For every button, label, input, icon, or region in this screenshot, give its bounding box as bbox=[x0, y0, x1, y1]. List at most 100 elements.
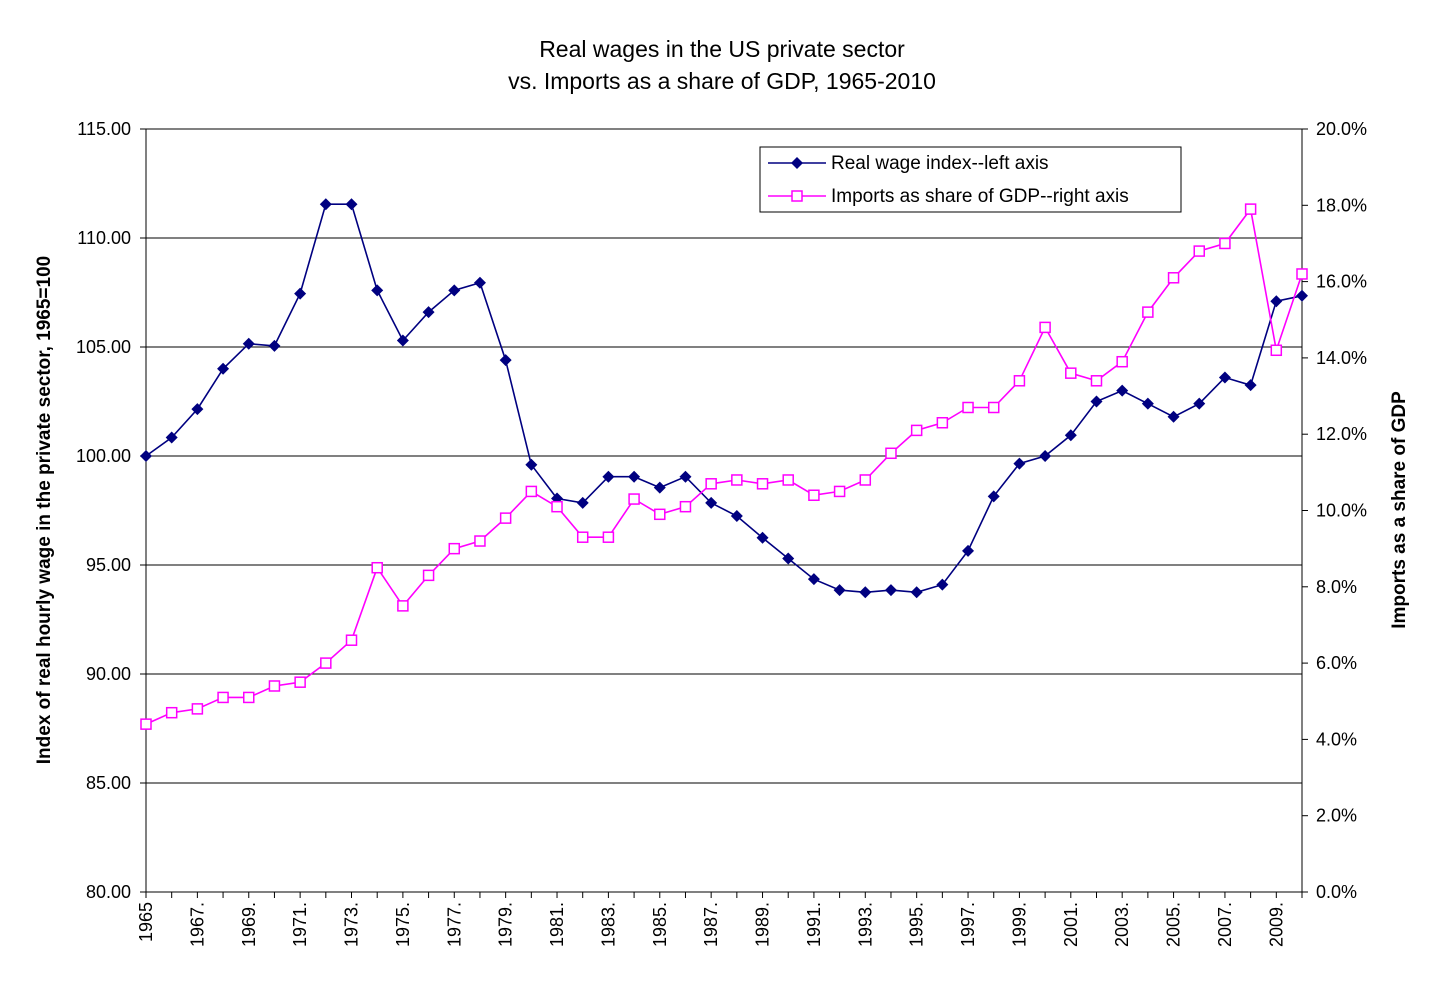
data-point bbox=[243, 691, 255, 704]
data-point bbox=[1039, 321, 1051, 334]
data-point bbox=[679, 470, 692, 483]
data-point bbox=[833, 485, 846, 498]
left-tick-label: 80.00 bbox=[86, 882, 131, 902]
data-point bbox=[319, 198, 332, 211]
right-tick-label: 4.0% bbox=[1316, 729, 1357, 749]
right-tick-label: 14.0% bbox=[1316, 348, 1367, 368]
data-point bbox=[910, 586, 923, 599]
data-point bbox=[448, 284, 461, 297]
data-point bbox=[165, 431, 178, 444]
data-point bbox=[705, 496, 718, 509]
data-point bbox=[576, 531, 589, 543]
data-point bbox=[1193, 397, 1206, 410]
right-tick-label: 12.0% bbox=[1316, 424, 1367, 444]
right-tick-label: 8.0% bbox=[1316, 577, 1357, 597]
data-point bbox=[884, 584, 897, 597]
data-point bbox=[1244, 379, 1257, 392]
data-point bbox=[1193, 245, 1205, 257]
x-tick-label: 1991. bbox=[804, 902, 824, 947]
data-point bbox=[730, 509, 743, 522]
data-point bbox=[602, 470, 615, 483]
x-tick-label: 1979. bbox=[496, 902, 516, 947]
data-point bbox=[345, 198, 358, 211]
x-tick-label: 1973. bbox=[342, 902, 362, 947]
data-point bbox=[654, 508, 666, 521]
data-point bbox=[936, 578, 949, 591]
x-tick-label: 2005. bbox=[1164, 902, 1184, 947]
data-point bbox=[525, 485, 538, 498]
data-point bbox=[551, 500, 563, 513]
data-point bbox=[1090, 375, 1103, 387]
data-point bbox=[525, 458, 538, 471]
data-point bbox=[345, 634, 358, 646]
data-point bbox=[1013, 457, 1026, 470]
data-point bbox=[705, 478, 717, 490]
data-point bbox=[679, 500, 692, 513]
data-point bbox=[910, 424, 923, 437]
x-tick-label: 1989. bbox=[753, 902, 773, 947]
data-point bbox=[1064, 429, 1077, 442]
x-tick-label: 1981. bbox=[547, 902, 567, 947]
legend-imports-label: Imports as share of GDP--right axis bbox=[831, 186, 1129, 207]
data-point bbox=[1244, 203, 1257, 215]
right-tick-label: 18.0% bbox=[1316, 195, 1367, 215]
data-point bbox=[962, 401, 974, 414]
data-point bbox=[294, 676, 306, 688]
data-point bbox=[807, 573, 820, 586]
left-tick-label: 90.00 bbox=[86, 664, 131, 684]
data-point bbox=[217, 362, 230, 375]
data-point bbox=[294, 287, 307, 300]
data-point bbox=[268, 339, 281, 352]
data-point bbox=[268, 680, 281, 692]
legend-imports-marker bbox=[791, 190, 803, 202]
data-point bbox=[165, 706, 178, 719]
x-tick-label: 2007. bbox=[1215, 902, 1235, 947]
x-tick-label: 1967. bbox=[187, 902, 207, 947]
data-point bbox=[756, 531, 769, 544]
data-point bbox=[499, 512, 512, 524]
left-axis-ticks: 80.00 85.00 90.00 95.00 100.00 105.00 110.00 11… bbox=[76, 119, 146, 902]
data-point bbox=[1039, 450, 1052, 462]
data-point bbox=[1270, 295, 1283, 308]
data-point bbox=[1013, 375, 1026, 387]
data-point bbox=[859, 474, 872, 486]
left-tick-label: 105.00 bbox=[76, 337, 131, 357]
right-tick-label: 2.0% bbox=[1316, 806, 1357, 826]
data-point bbox=[1116, 384, 1129, 397]
data-point bbox=[1090, 395, 1103, 408]
data-point bbox=[653, 481, 666, 494]
data-point bbox=[1296, 268, 1308, 280]
data-point bbox=[422, 569, 435, 582]
legend-wage-label: Real wage index--left axis bbox=[831, 153, 1049, 174]
series-0 bbox=[140, 198, 1308, 599]
x-tick-label: 1995. bbox=[907, 902, 927, 947]
data-point bbox=[1167, 272, 1180, 284]
data-point bbox=[833, 584, 846, 597]
x-tick-label: 1971. bbox=[290, 902, 310, 947]
right-tick-label: 16.0% bbox=[1316, 272, 1367, 292]
legend: Real wage index--left axis Imports as sh… bbox=[759, 146, 1182, 213]
data-point bbox=[371, 561, 383, 574]
data-point bbox=[936, 417, 949, 429]
data-point bbox=[782, 552, 795, 565]
series-1 bbox=[140, 203, 1308, 730]
x-tick-label: 1965 bbox=[136, 902, 156, 942]
right-tick-label: 10.0% bbox=[1316, 501, 1367, 521]
data-point bbox=[448, 542, 461, 555]
left-axis-title: Index of real hourly wage in the private… bbox=[34, 256, 55, 764]
data-point bbox=[576, 496, 589, 509]
data-point bbox=[1218, 371, 1231, 384]
gridlines bbox=[146, 237, 1302, 784]
x-tick-label: 1969. bbox=[239, 902, 259, 947]
x-tick-label: 1985. bbox=[650, 902, 670, 947]
x-tick-label: 2003. bbox=[1112, 902, 1132, 947]
right-tick-label: 6.0% bbox=[1316, 653, 1357, 673]
x-axis-ticks: 1965 1967. 1969. 1971. 1973. 1975. 1977. 1979. 1… bbox=[136, 892, 1303, 947]
data-point bbox=[397, 600, 409, 612]
x-tick-label: 1999. bbox=[1009, 902, 1029, 947]
legend-wage-marker bbox=[791, 157, 803, 169]
data-point bbox=[1141, 397, 1154, 410]
data-point bbox=[628, 493, 640, 505]
